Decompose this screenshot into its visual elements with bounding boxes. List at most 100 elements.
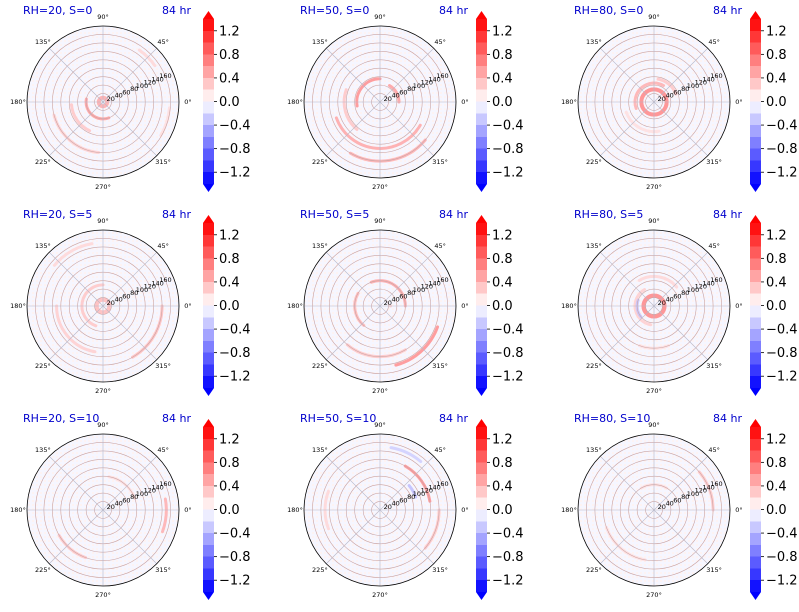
colorbar-tick-label: 0.4: [492, 71, 513, 86]
colorbar-tick-label: −0.4: [219, 323, 251, 338]
angle-tick-label: 0°: [184, 98, 191, 106]
radial-tick-label: 60: [673, 292, 681, 300]
field-arc: [80, 283, 105, 328]
angle-tick-label: 90°: [648, 421, 660, 429]
panel-time-label: 84 hr: [162, 208, 191, 221]
colorbar-body: [750, 223, 761, 388]
colorbar-body: [750, 427, 761, 592]
colorbar-tick-label: 0.8: [219, 48, 240, 63]
colorbar-extend-max: [203, 11, 214, 19]
angle-tick-label: 0°: [461, 506, 468, 514]
angle-tick-label: 315°: [432, 362, 448, 370]
panel-title: RH=80, S=0: [574, 4, 643, 17]
radial-tick-label: 100: [687, 490, 699, 498]
colorbar-tick-label: 0.4: [766, 275, 787, 290]
radial-tick-label: 80: [681, 85, 689, 93]
radial-tick-label: 120: [421, 487, 433, 495]
colorbar-extend-min: [750, 184, 761, 192]
polar-frame: [303, 229, 457, 383]
colorbar-tick-label: 0.0: [219, 95, 240, 110]
polar-panel: 0°45°90°135°180°225°270°315°20 40 60 801001…: [10, 208, 251, 396]
angle-tick-label: 180°: [287, 98, 303, 106]
radial-tick-label: 100: [687, 82, 699, 90]
colorbar-extend-max: [476, 419, 487, 427]
polar-frame: [26, 433, 180, 587]
polar-frame: [303, 433, 457, 587]
angle-tick-label: 180°: [10, 506, 26, 514]
radial-tick-label: 40: [114, 296, 122, 304]
radial-tick-label: 100: [136, 490, 148, 498]
colorbar: 1.2 0.8 0.4 0.0 −0.4 −0.8 −1.2: [476, 11, 524, 192]
panel-time-label: 84 hr: [162, 4, 191, 17]
angle-tick-label: 45°: [708, 446, 720, 454]
polar-frame: [26, 25, 180, 179]
angle-tick-label: 270°: [372, 591, 388, 599]
radial-tick-label: 20: [384, 503, 392, 511]
field-arc: [161, 497, 168, 534]
colorbar-tick-label: 0.8: [492, 456, 513, 471]
angular-gridline: [102, 101, 157, 156]
radial-tick-label: 20: [384, 299, 392, 307]
colorbar-tick-label: −1.2: [766, 370, 798, 385]
angle-tick-label: 315°: [155, 362, 171, 370]
angular-gridline: [102, 252, 157, 307]
angle-tick-label: 180°: [287, 506, 303, 514]
radial-tick-label: 160: [159, 480, 171, 488]
polar-panel: 0°45°90°135°180°225°270°315°20 40 60 801001…: [287, 208, 524, 396]
angle-tick-label: 225°: [586, 362, 602, 370]
colorbar-extend-min: [203, 184, 214, 192]
radial-tick-label: 140: [702, 483, 714, 491]
angular-gridline: [379, 252, 434, 307]
field-arc: [55, 304, 97, 354]
angle-tick-label: 0°: [461, 302, 468, 310]
angle-tick-label: 90°: [97, 217, 109, 225]
colorbar-tick-label: −1.2: [492, 370, 524, 385]
angle-tick-label: 45°: [434, 242, 446, 250]
field-arc: [388, 84, 401, 104]
radial-tick-label: 80: [130, 493, 138, 501]
colorbar-tick-label: 0.0: [492, 95, 513, 110]
radial-tick-label: 120: [144, 79, 156, 87]
colorbar-tick-label: 1.2: [492, 432, 513, 447]
colorbar-body: [203, 19, 214, 184]
field-arc: [394, 325, 440, 367]
field-arc: [624, 110, 661, 134]
radial-tick-label: 100: [136, 82, 148, 90]
radial-tick-label: 160: [159, 276, 171, 284]
angle-tick-label: 90°: [648, 13, 660, 21]
angle-tick-label: 0°: [735, 506, 742, 514]
angle-tick-label: 315°: [432, 158, 448, 166]
angular-gridline: [326, 509, 381, 564]
colorbar-tick-label: −0.8: [219, 550, 251, 565]
angle-tick-label: 135°: [586, 242, 602, 250]
angular-gridline: [653, 509, 708, 564]
angle-tick-label: 180°: [10, 98, 26, 106]
radial-tick-label: 40: [391, 296, 399, 304]
radial-tick-label: 160: [436, 276, 448, 284]
colorbar-tick-label: −1.2: [219, 370, 251, 385]
angle-tick-label: 90°: [374, 421, 386, 429]
radial-tick-label: 120: [695, 283, 707, 291]
colorbar-tick-label: 0.0: [766, 299, 787, 314]
colorbar-tick-label: −0.8: [492, 550, 524, 565]
colorbar-tick-label: 0.4: [219, 71, 240, 86]
radial-tick-label: 20: [658, 503, 666, 511]
panel-title: RH=50, S=10: [300, 412, 376, 425]
angle-tick-label: 270°: [95, 591, 111, 599]
colorbar-extend-min: [750, 592, 761, 600]
colorbar-tick-label: 0.4: [766, 71, 787, 86]
radial-tick-label: 160: [436, 72, 448, 80]
polar-frame: [577, 433, 731, 587]
angle-tick-label: 45°: [157, 446, 169, 454]
angular-gridline: [600, 252, 655, 307]
angular-gridline: [600, 305, 655, 360]
radial-tick-label: 40: [391, 500, 399, 508]
angle-tick-label: 270°: [646, 591, 662, 599]
radial-tick-label: 20: [107, 299, 115, 307]
radial-tick-label: 160: [710, 72, 722, 80]
radial-tick-label: 60: [122, 292, 130, 300]
radial-tick-label: 160: [436, 480, 448, 488]
angular-gridline: [49, 101, 104, 156]
colorbar-tick-label: 1.2: [492, 24, 513, 39]
radial-tick-label: 40: [391, 92, 399, 100]
